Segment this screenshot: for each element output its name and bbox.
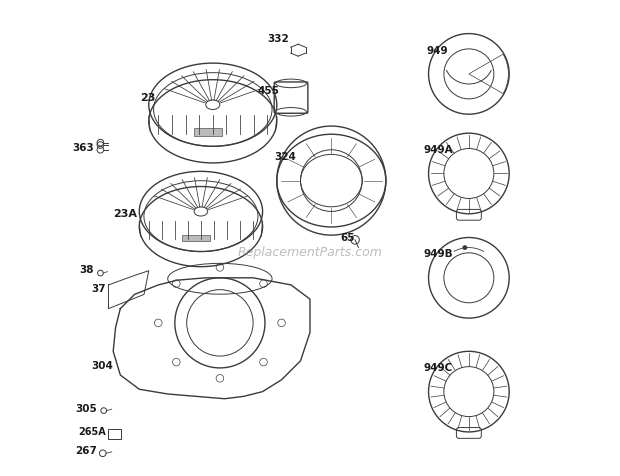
Text: 455: 455 (257, 86, 279, 96)
Text: 23A: 23A (113, 208, 137, 218)
Text: 949B: 949B (424, 249, 453, 259)
Text: 65: 65 (341, 232, 355, 242)
Text: 304: 304 (91, 360, 113, 370)
FancyBboxPatch shape (194, 129, 222, 136)
Text: 332: 332 (267, 34, 289, 44)
Text: 23: 23 (141, 93, 156, 103)
Text: 38: 38 (80, 264, 94, 274)
Text: 363: 363 (73, 142, 94, 152)
Circle shape (463, 246, 467, 250)
Text: 949A: 949A (424, 145, 453, 155)
FancyBboxPatch shape (182, 235, 210, 241)
Text: 267: 267 (75, 446, 97, 456)
Text: 949C: 949C (424, 363, 453, 373)
Text: 265A: 265A (78, 426, 106, 436)
Text: 949: 949 (426, 45, 448, 55)
Text: 324: 324 (274, 152, 296, 162)
Text: ReplacementParts.com: ReplacementParts.com (237, 246, 383, 258)
Text: 305: 305 (75, 403, 97, 413)
Text: 37: 37 (92, 283, 106, 293)
